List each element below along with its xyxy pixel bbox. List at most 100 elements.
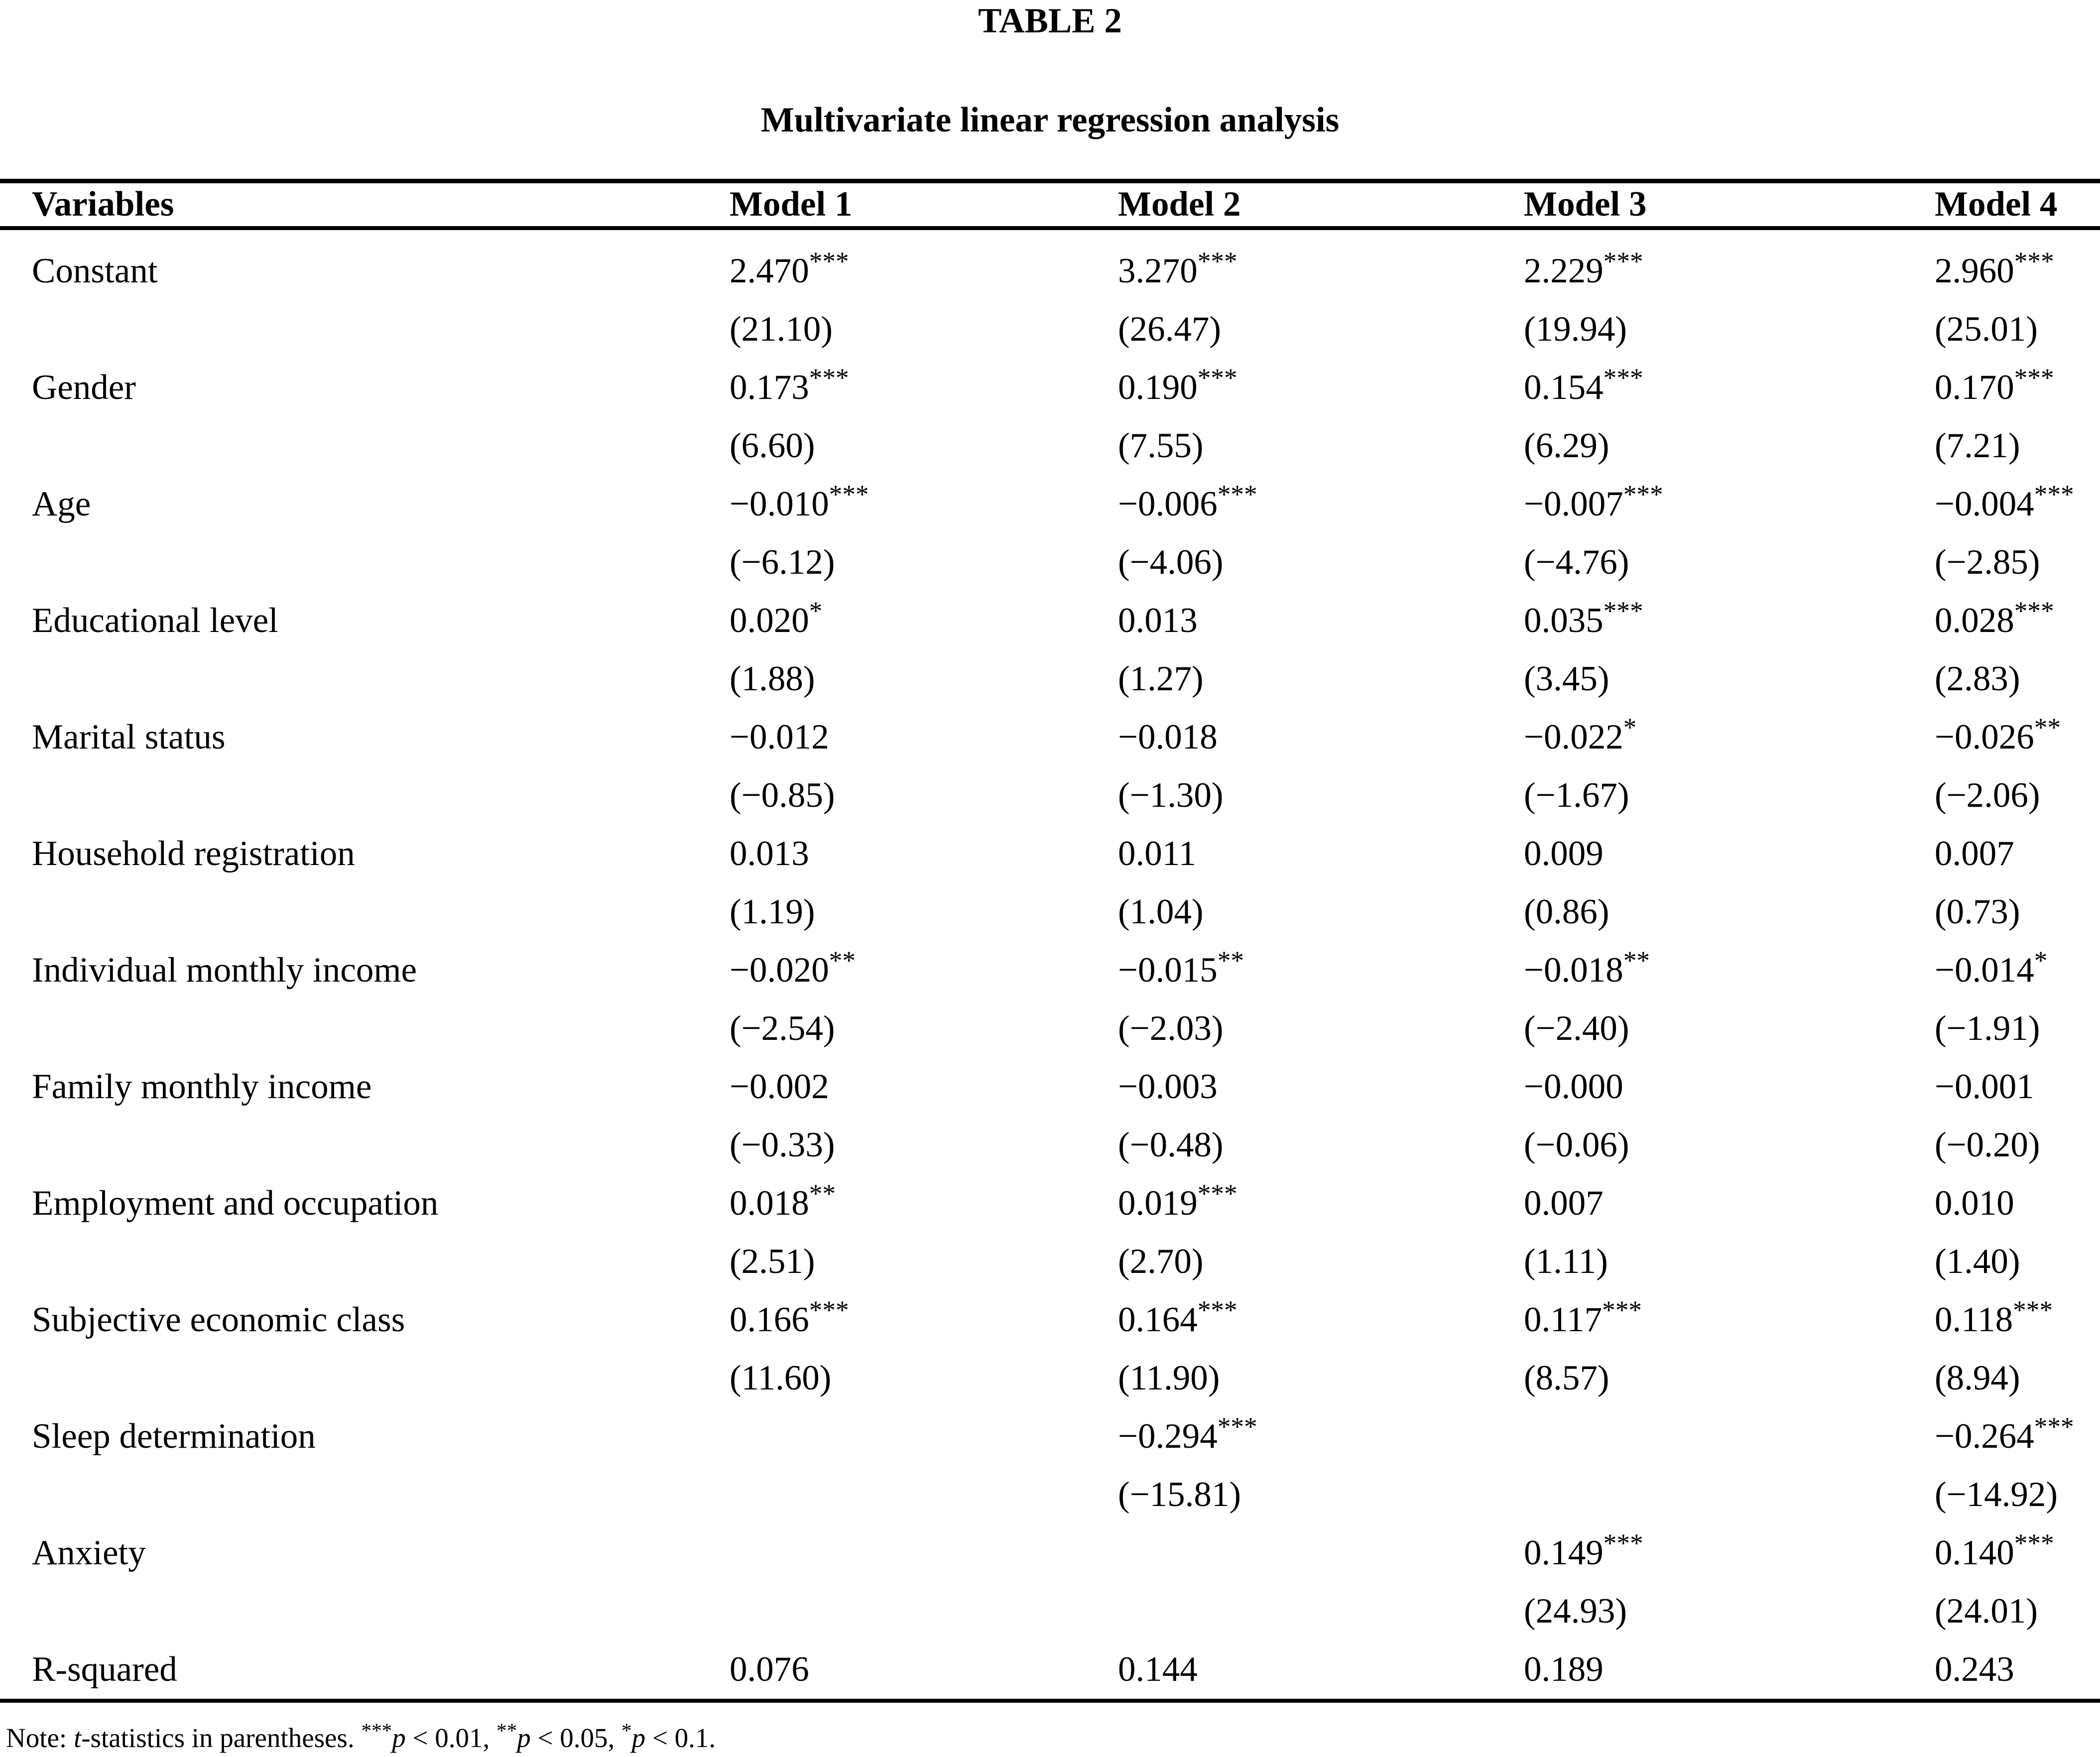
variable-label-empty (0, 1349, 730, 1407)
tstat-cell: (2.83) (1935, 659, 2020, 698)
significance-stars: *** (1197, 363, 1237, 392)
coefficient-cell: 0.117*** (1524, 1295, 1642, 1339)
note-italic-text: p (517, 1723, 531, 1753)
column-header: Model 1 (730, 181, 1118, 230)
significance-stars: ** (1623, 945, 1650, 975)
variable-label-empty (0, 1116, 730, 1174)
tstat-cell: (1.40) (1935, 1242, 2020, 1281)
column-header: Model 4 (1935, 181, 2100, 230)
tstat-cell: (−1.67) (1524, 775, 1629, 815)
coefficient-cell (730, 1407, 1118, 1466)
tstat-cell: (−2.03) (1118, 1008, 1224, 1048)
significance-stars: *** (1217, 479, 1257, 509)
significance-stars: *** (2014, 1528, 2054, 1558)
tstat-row: (−2.54) (−2.03) (−2.40) (−1.91) (0, 1000, 2100, 1058)
tstat-cell: (1.19) (730, 892, 815, 931)
tstat-cell: (25.01) (1935, 309, 2038, 349)
coefficient-row: Anxiety 0.149*** 0.140*** (0, 1524, 2100, 1582)
variable-label: Marital status (32, 717, 226, 756)
coefficient-cell: −0.006*** (1118, 479, 1257, 523)
significance-stars: *** (2014, 246, 2054, 276)
note-text: Note: (6, 1723, 74, 1753)
coefficient-cell: −0.294*** (1118, 1411, 1257, 1456)
significance-stars: *** (829, 479, 869, 509)
tstat-cell: (−2.85) (1935, 542, 2040, 582)
coefficient-cell: −0.015** (1118, 945, 1244, 990)
coefficient-cell: −0.026** (1935, 712, 2061, 756)
variable-label: Subjective economic class (32, 1300, 405, 1339)
note-text: < 0.01, (405, 1723, 496, 1753)
significance-stars: *** (809, 363, 849, 392)
tstat-cell: (−2.54) (730, 1008, 835, 1048)
coefficient-row: Employment and occupation 0.018** 0.019***… (0, 1174, 2100, 1233)
coefficient-cell: 0.013 (730, 834, 809, 873)
significance-stars: *** (2034, 479, 2074, 509)
coefficient-cell: −0.001 (1935, 1067, 2034, 1106)
column-header: Model 2 (1118, 181, 1524, 230)
tstat-cell: (2.70) (1118, 1242, 1204, 1281)
tstat-cell: (−14.92) (1935, 1475, 2058, 1514)
tstat-cell: (−1.91) (1935, 1008, 2040, 1048)
coefficient-cell: 0.144 (1118, 1649, 1198, 1689)
tstat-cell: (−2.06) (1935, 775, 2040, 815)
variable-label-empty (0, 417, 730, 475)
tstat-cell: (1.27) (1118, 659, 1204, 698)
variable-label: Anxiety (32, 1533, 146, 1572)
variable-label: Employment and occupation (32, 1183, 439, 1223)
significance-stars: * (2034, 945, 2048, 975)
coefficient-row: R-squared 0.076 0.144 0.189 0.243 (0, 1640, 2100, 1701)
coefficient-cell: 0.019*** (1118, 1178, 1237, 1223)
significance-stars: *** (1603, 363, 1643, 392)
tstat-row: (−0.33) (−0.48) (−0.06) (−0.20) (0, 1116, 2100, 1174)
column-header: Variables (0, 181, 730, 230)
significance-stars: * (1623, 712, 1637, 742)
coefficient-cell: 0.170*** (1935, 363, 2054, 407)
note-text: < 0.05, (530, 1723, 622, 1753)
coefficient-cell: 0.149*** (1524, 1528, 1643, 1572)
tstat-cell: (−1.30) (1118, 775, 1224, 815)
spacer-row (0, 228, 2100, 242)
variable-label: Household registration (32, 834, 355, 873)
coefficient-cell: −0.018 (1118, 717, 1218, 756)
regression-table: Variables Model 1 Model 2 Model 3 Model 4 Co… (0, 179, 2100, 1703)
tstat-cell: (19.94) (1524, 309, 1627, 349)
column-header: Model 3 (1524, 181, 1935, 230)
variable-label-empty (0, 883, 730, 941)
significance-stars: *** (1217, 1411, 1257, 1441)
tstat-cell: (−4.06) (1118, 542, 1224, 582)
variable-label: Sleep determination (32, 1416, 316, 1456)
coefficient-cell: 0.243 (1935, 1649, 2014, 1689)
significance-stars: *** (1602, 1295, 1642, 1325)
tstat-cell: (8.94) (1935, 1358, 2020, 1397)
significance-stars: *** (809, 1295, 849, 1325)
significance-stars: *** (361, 1719, 392, 1742)
coefficient-cell: 0.020* (730, 596, 823, 640)
variable-label: R-squared (32, 1649, 177, 1689)
coefficient-cell (1524, 1407, 1935, 1466)
variable-label-empty (0, 1000, 730, 1058)
coefficient-cell: −0.007*** (1524, 479, 1663, 523)
variable-label: Educational level (32, 601, 278, 640)
variable-label-empty (0, 766, 730, 825)
coefficient-cell: 2.470*** (730, 246, 849, 290)
significance-stars: *** (1197, 246, 1237, 276)
significance-stars: * (621, 1719, 632, 1742)
coefficient-cell: 3.270*** (1118, 246, 1237, 290)
coefficient-cell: −0.020** (730, 945, 856, 990)
coefficient-row: Subjective economic class 0.166*** 0.164**… (0, 1291, 2100, 1349)
coefficient-cell (1118, 1524, 1524, 1582)
coefficient-row: Sleep determination −0.294*** −0.264*** (0, 1407, 2100, 1466)
coefficient-row: Educational level 0.020* 0.013 0.035*** 0.02… (0, 592, 2100, 650)
coefficient-cell: 0.164*** (1118, 1295, 1237, 1339)
variable-label-empty (0, 1466, 730, 1524)
tstat-row: (21.10) (26.47) (19.94) (25.01) (0, 300, 2100, 359)
tstat-row: (24.93) (24.01) (0, 1582, 2100, 1640)
coefficient-row: Individual monthly income −0.020** −0.015*… (0, 941, 2100, 1000)
coefficient-cell: 0.035*** (1524, 596, 1643, 640)
coefficient-row: Household registration 0.013 0.011 0.009 0.0… (0, 825, 2100, 883)
coefficient-cell: −0.022* (1524, 712, 1637, 756)
tstat-cell: (3.45) (1524, 659, 1609, 698)
note-text: < 0.1. (645, 1723, 716, 1753)
coefficient-cell: 0.173*** (730, 363, 849, 407)
